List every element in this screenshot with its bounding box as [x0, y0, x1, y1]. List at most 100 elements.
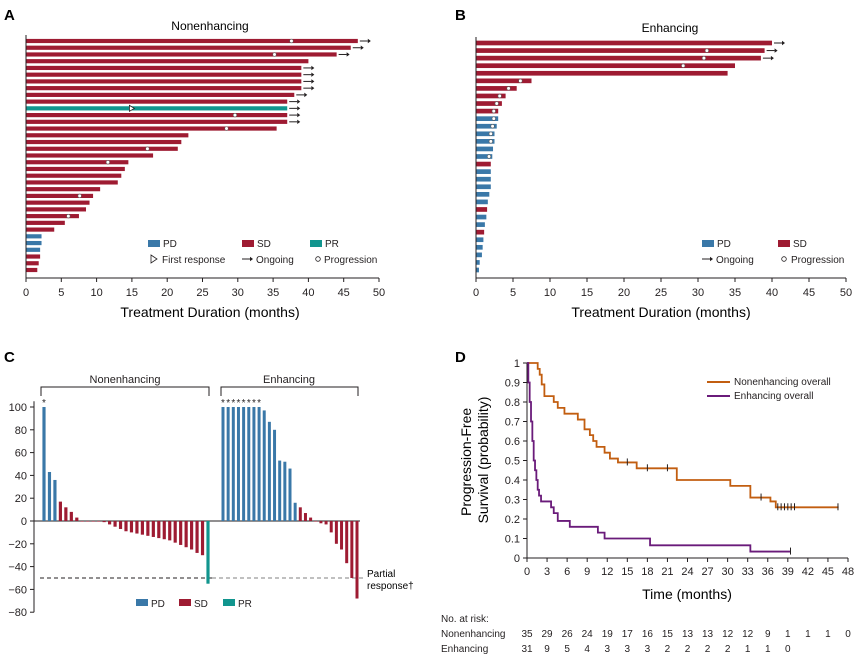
panel-d-x-axis-title: Time (months): [642, 586, 732, 602]
ongoing-arrowhead: [782, 40, 785, 46]
nonenhancing-group-label: Nonenhancing: [90, 374, 161, 386]
swimmer-bar: [26, 247, 41, 252]
panel-b-bars: [476, 40, 785, 273]
x-tick-label: 20: [161, 287, 173, 299]
waterfall-bar: [135, 521, 139, 534]
x-tick-label: 30: [232, 287, 244, 299]
swimmer-bar: [26, 99, 288, 104]
at-risk-count: 29: [542, 629, 554, 640]
at-risk-count: 12: [722, 629, 734, 640]
at-risk-count: 4: [584, 644, 590, 655]
y-tick-label: 0.4: [505, 475, 520, 487]
swimmer-bar: [476, 169, 491, 174]
panel-b-title: Enhancing: [642, 21, 699, 35]
x-tick-label: 10: [544, 287, 556, 299]
ongoing-arrowhead: [360, 45, 364, 50]
waterfall-bar: [113, 521, 117, 527]
at-risk-count: 35: [521, 629, 533, 640]
at-risk-count: 2: [665, 644, 671, 655]
panel-b-x-axis-title: Treatment Duration (months): [571, 304, 750, 320]
swimmer-bar: [26, 65, 302, 71]
waterfall-bar: [288, 468, 292, 521]
swimmer-bar: [476, 93, 506, 99]
waterfall-bar: [293, 502, 297, 521]
waterfall-bar: [350, 521, 354, 578]
swimmer-bar: [476, 161, 491, 167]
waterfall-bar: [340, 521, 344, 550]
swimmer-bar: [476, 244, 483, 250]
progression-marker: [704, 48, 709, 53]
pd-legend-label: PD: [717, 239, 731, 250]
swimmer-bar: [26, 119, 288, 124]
sd-legend-swatch: [242, 240, 254, 247]
x-tick-label: 30: [692, 287, 704, 299]
waterfall-bar: [157, 521, 161, 539]
sd-legend-swatch: [179, 599, 191, 606]
panel-c-group-brackets: Nonenhancing Enhancing: [40, 374, 359, 396]
y-tick-label: 80: [15, 425, 27, 437]
ongoing-legend-label: Ongoing: [256, 255, 294, 266]
swimmer-bar: [476, 207, 488, 212]
waterfall-bar: [334, 521, 338, 544]
panel-c-bars: * * * * * * * * *: [42, 398, 359, 599]
at-risk-count: 2: [705, 644, 711, 655]
waterfall-bar: [298, 507, 302, 521]
panel-b: B Enhancing 0 5 10 15 20 25 30 35 40 45 50 Treatme…: [455, 7, 852, 320]
x-tick-label: 10: [90, 287, 102, 299]
asterisk-marker: *: [226, 398, 230, 409]
waterfall-bar: [273, 429, 277, 521]
progression-marker: [224, 126, 229, 131]
asterisk-marker: *: [257, 398, 261, 409]
swimmer-bar: [26, 220, 65, 225]
swimmer-bar: [26, 234, 42, 239]
x-tick-label: 0: [23, 287, 29, 299]
swimmer-bar: [476, 260, 480, 265]
x-tick-label: 3: [544, 566, 550, 578]
x-tick-label: 25: [655, 287, 667, 299]
sd-legend-swatch: [778, 240, 790, 247]
sd-legend-label: SD: [194, 599, 208, 610]
progression-marker: [491, 108, 496, 114]
waterfall-bar: [329, 521, 333, 533]
nonenhancing-curve: [527, 362, 839, 509]
waterfall-bar: [129, 521, 134, 533]
swimmer-bar: [26, 113, 288, 118]
swimmer-bar: [26, 52, 337, 57]
x-tick-label: 25: [196, 287, 208, 299]
y-tick-label: 0: [21, 516, 27, 528]
waterfall-bar: [226, 407, 230, 521]
pr-legend-swatch: [310, 240, 322, 247]
x-tick-label: 12: [601, 566, 613, 578]
swimmer-bar: [476, 131, 495, 137]
waterfall-bar: [252, 407, 256, 521]
at-risk-count: 16: [642, 629, 654, 640]
asterisk-marker: *: [247, 398, 251, 409]
waterfall-bar: [140, 521, 144, 535]
swimmer-bar: [26, 207, 87, 212]
at-risk-row-label: Enhancing: [441, 644, 488, 655]
waterfall-bar: [236, 407, 240, 521]
ongoing-legend-arrowhead: [710, 256, 713, 262]
waterfall-bar: [309, 517, 313, 521]
progression-marker: [497, 93, 502, 99]
ongoing-arrowhead: [297, 119, 301, 125]
swimmer-bar: [476, 123, 497, 129]
asterisk-marker: *: [252, 398, 256, 409]
swimmer-bar: [476, 78, 532, 84]
swimmer-bar: [476, 40, 772, 46]
at-risk-count: 26: [562, 629, 574, 640]
x-tick-label: 9: [584, 566, 590, 578]
waterfall-bar: [242, 407, 246, 521]
at-risk-count: 31: [521, 644, 533, 655]
panel-a-x-axis: 0 5 10 15 20 25 30 35 40 45 50: [23, 35, 385, 299]
ongoing-arrowhead: [297, 99, 301, 104]
pr-legend-swatch: [223, 599, 235, 606]
swimmer-bar: [476, 191, 490, 197]
y-tick-label: 0.2: [505, 514, 520, 526]
waterfall-bar: [257, 407, 261, 521]
swimmer-bar: [476, 108, 499, 114]
panel-c-letter: C: [4, 349, 15, 366]
y-tick-label: 40: [15, 470, 27, 482]
swimmer-bar: [476, 86, 517, 91]
y-axis-title-line2: Survival (probability): [475, 397, 491, 524]
